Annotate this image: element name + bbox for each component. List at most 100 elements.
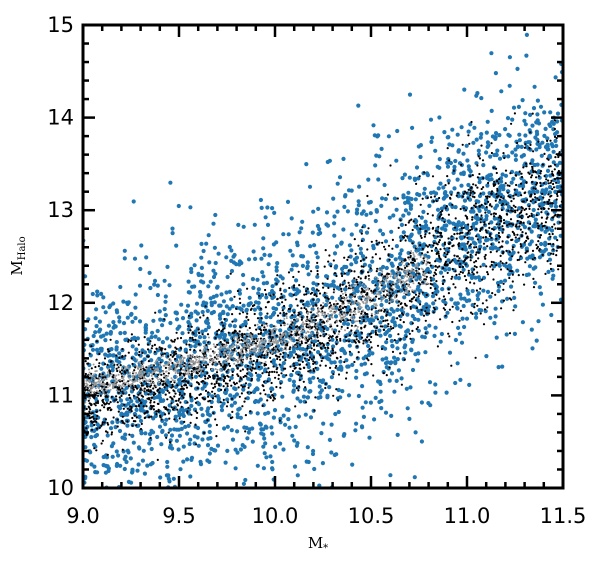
data-point [270,381,273,385]
data-point [199,349,202,352]
data-point [530,123,535,128]
data-point [114,386,117,389]
data-point [411,261,415,264]
data-point [301,360,304,363]
data-point [439,258,442,261]
data-point [385,338,389,341]
data-point [450,204,455,209]
data-point [117,498,121,502]
data-point [316,269,319,273]
data-point [232,386,237,391]
data-point [283,314,286,317]
data-point [103,357,107,360]
data-point [457,331,462,336]
data-point [535,132,540,137]
data-point [298,363,301,366]
data-point [110,365,116,370]
data-point [173,395,176,398]
data-point [545,226,549,229]
data-point [465,158,470,163]
data-point [416,317,421,322]
data-point [187,314,191,317]
data-point [336,366,341,372]
data-point [477,193,483,199]
data-point [326,342,330,345]
data-point [552,252,555,256]
data-point [229,297,234,302]
data-point [493,131,499,136]
data-point [529,200,532,203]
data-point [479,265,482,268]
data-point [218,352,224,357]
data-point [349,319,352,322]
data-point [335,336,338,339]
data-point [229,268,235,274]
data-point [310,270,313,273]
data-point [167,431,170,434]
data-point [235,382,238,385]
data-point [85,494,89,498]
data-point [230,397,234,400]
data-point [473,306,476,309]
data-point [265,322,268,325]
data-point [461,267,466,272]
data-point [509,284,514,289]
data-point [199,265,204,270]
data-point [318,341,321,344]
data-point [434,246,438,250]
data-point [405,328,410,333]
data-point [434,247,439,253]
data-point [355,281,358,284]
data-point [237,386,240,389]
data-point [405,283,408,286]
data-point [539,227,544,232]
data-point [462,207,466,210]
data-point [357,184,362,189]
data-point [193,329,198,334]
data-point [547,185,553,190]
data-point [463,190,467,193]
data-point [136,396,139,399]
data-point [410,337,415,342]
data-point [304,401,308,404]
data-point [522,225,528,230]
data-point [532,187,535,190]
data-point [310,230,315,235]
data-point [155,328,160,334]
data-point [349,314,352,317]
data-point [435,199,438,203]
data-point [360,327,363,330]
data-point [403,208,408,213]
data-point [135,468,140,473]
data-point [533,280,538,285]
data-point [432,282,437,287]
data-point [314,319,317,322]
data-point [402,321,405,324]
data-point [103,363,107,366]
data-point [308,350,311,353]
data-point [224,255,229,260]
data-point [285,312,288,315]
data-point [360,290,363,293]
data-point [219,408,225,413]
data-point [185,303,191,308]
data-point [406,211,411,216]
data-point [147,349,153,354]
data-point [395,357,400,362]
data-point [518,215,522,218]
data-point [169,441,172,444]
data-point [106,363,109,366]
data-point [390,343,395,348]
data-point [145,463,150,468]
data-point [116,369,119,373]
data-point [370,363,373,366]
data-point [345,371,348,374]
data-point [540,216,544,219]
data-point [391,271,396,276]
data-point [507,55,512,60]
data-point [282,321,285,324]
data-point [503,222,506,225]
data-point [116,363,119,366]
data-point [525,213,528,216]
data-point [150,396,153,399]
